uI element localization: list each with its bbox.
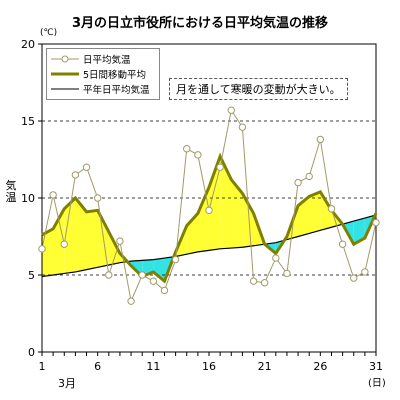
x-tick-label: 1: [39, 360, 46, 373]
data-point-daily: [327, 205, 336, 213]
data-point-daily: [238, 123, 247, 131]
y-axis-label: 気温: [5, 179, 17, 204]
legend-swatch-normal: [51, 88, 79, 90]
data-point-daily: [216, 163, 224, 171]
data-point-daily: [49, 191, 57, 199]
data-point-daily: [183, 145, 191, 153]
series-line-normal: [41, 214, 377, 278]
fill-above-normal: [309, 191, 321, 234]
x-tick-label: 11: [146, 360, 160, 373]
y-tick-label: 10: [21, 192, 35, 205]
x-tick-label: 16: [202, 360, 216, 373]
fill-above-normal: [242, 193, 254, 248]
data-point-daily: [138, 271, 146, 279]
legend-label-daily: 日平均気温: [83, 55, 131, 66]
data-point-daily: [82, 163, 91, 171]
y-unit-label: (℃): [40, 28, 58, 38]
legend-swatch-daily: [51, 55, 79, 63]
data-point-daily: [350, 274, 358, 282]
x-tick-label: 6: [94, 360, 101, 373]
legend-label-moving-average: 5日間移動平均: [83, 70, 147, 81]
legend-entry-moving-average: 5日間移動平均: [51, 67, 146, 81]
data-point-daily: [116, 237, 124, 245]
legend-entry-daily: 日平均気温: [51, 52, 131, 66]
data-point-daily: [305, 172, 313, 181]
data-point-daily: [160, 286, 169, 295]
x-unit-label: (日): [368, 378, 386, 389]
data-point-daily: [283, 269, 291, 278]
fill-below-normal: [353, 218, 365, 245]
data-point-daily: [260, 279, 269, 287]
data-point-daily: [171, 255, 180, 264]
data-point-daily: [60, 240, 68, 248]
y-tick-label: 15: [21, 115, 35, 128]
fill-above-normal: [42, 228, 54, 277]
data-point-daily: [227, 106, 235, 114]
data-point-daily: [249, 277, 258, 285]
fill-above-normal: [75, 198, 87, 272]
y-tick-label: 5: [28, 269, 35, 282]
legend: 日平均気温 5日間移動平均 平年日平均気温: [46, 48, 160, 100]
fill-above-normal: [220, 156, 232, 249]
data-point-daily: [272, 254, 280, 262]
fill-above-normal: [298, 196, 310, 237]
x-tick-label: 21: [258, 360, 272, 373]
legend-entry-normal: 平年日平均気温: [51, 82, 150, 96]
x-tick-label: 31: [369, 360, 383, 373]
legend-swatch-moving-average: [51, 72, 79, 76]
data-point-daily: [294, 178, 302, 187]
chart-title: 3月の日立市役所における日平均気温の推移: [71, 16, 329, 31]
legend-label-normal: 平年日平均気温: [83, 85, 150, 96]
data-point-daily: [127, 297, 135, 305]
fill-above-normal: [64, 198, 76, 274]
data-point-daily: [105, 271, 113, 279]
data-point-daily: [194, 151, 202, 159]
fill-above-normal: [231, 179, 243, 249]
fill-above-normal: [320, 191, 332, 231]
data-point-daily: [71, 171, 80, 179]
annotation-box: 月を通して寒暖の変動が大きい。: [169, 78, 348, 100]
fill-below-normal: [153, 258, 165, 282]
month-label: 3月: [58, 377, 76, 390]
data-point-daily: [361, 268, 369, 276]
series-line-moving-average: [41, 152, 378, 284]
data-point-daily: [338, 240, 347, 248]
x-tick-label: 26: [313, 360, 327, 373]
data-point-daily: [316, 135, 325, 144]
data-point-daily: [372, 218, 380, 227]
data-point-daily: [93, 194, 102, 202]
data-point-daily: [205, 206, 213, 215]
data-point-daily: [38, 245, 46, 253]
fill-above-normal: [86, 210, 98, 270]
fill-above-normal: [197, 187, 209, 252]
y-tick-label: 0: [28, 346, 35, 359]
y-tick-label: 20: [21, 38, 35, 51]
data-point-daily: [149, 277, 158, 285]
